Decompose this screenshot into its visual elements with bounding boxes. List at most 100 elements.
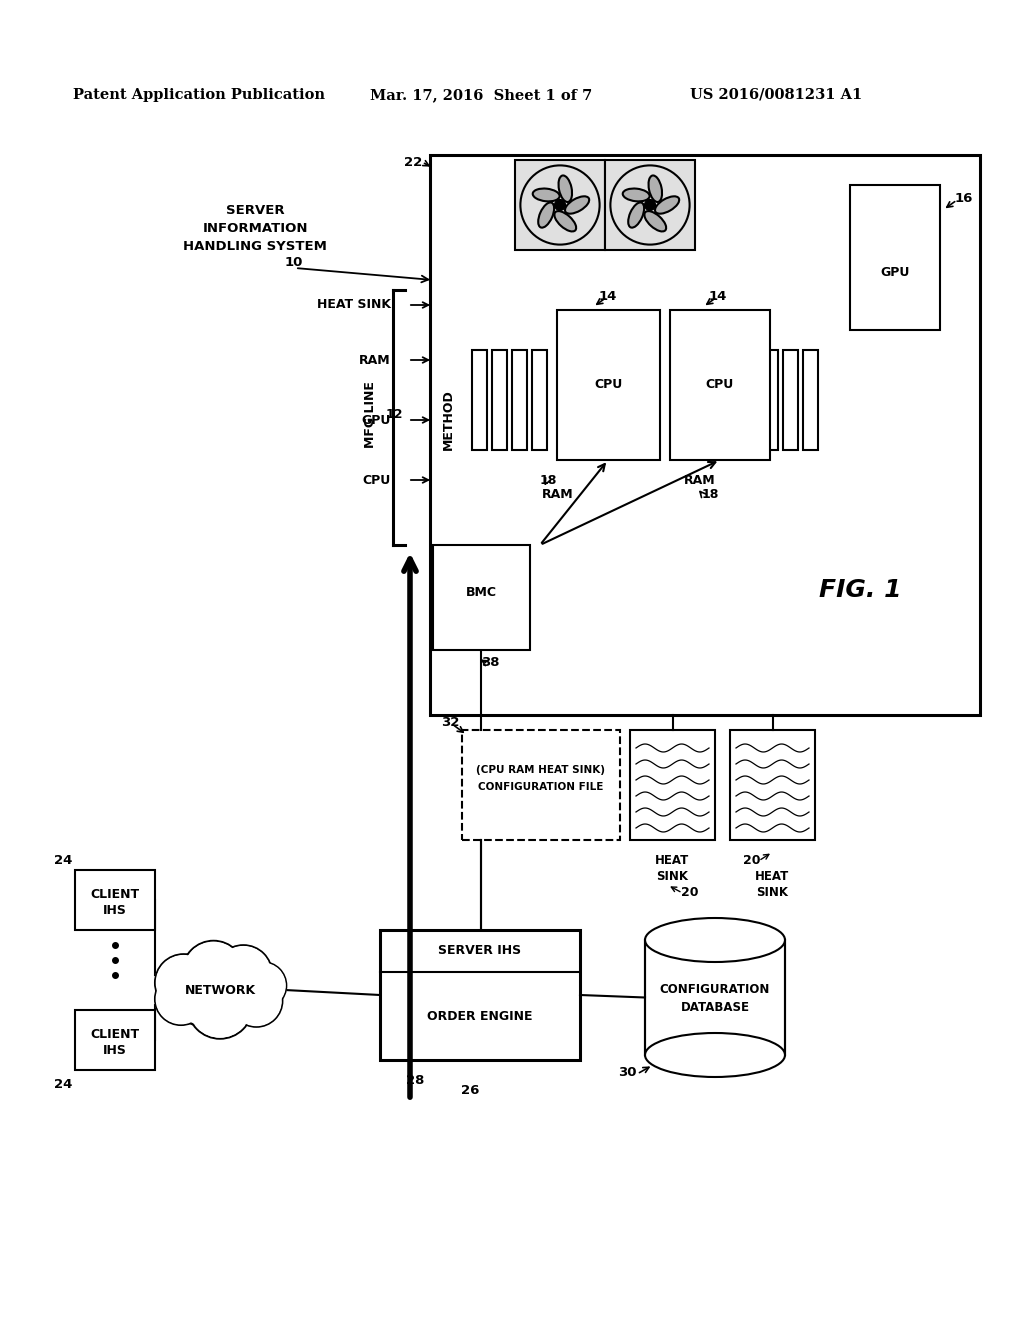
Text: CPU: CPU: [594, 379, 623, 392]
Text: Patent Application Publication: Patent Application Publication: [73, 88, 325, 102]
Text: RAM: RAM: [684, 474, 716, 487]
Text: CONFIGURATION: CONFIGURATION: [659, 983, 770, 997]
Bar: [380, 931, 580, 1060]
Text: METHOD: METHOD: [441, 389, 455, 450]
Text: Mar. 17, 2016  Sheet 1 of 7: Mar. 17, 2016 Sheet 1 of 7: [370, 88, 592, 102]
Text: 20: 20: [681, 886, 698, 899]
Circle shape: [157, 974, 206, 1024]
Bar: [630, 730, 715, 840]
Circle shape: [168, 949, 246, 1027]
Text: 10: 10: [285, 256, 303, 269]
Ellipse shape: [565, 197, 589, 214]
Text: US 2016/0081231 A1: US 2016/0081231 A1: [690, 88, 862, 102]
Circle shape: [215, 945, 272, 1002]
Text: HANDLING SYSTEM: HANDLING SYSTEM: [183, 239, 327, 252]
Text: ORDER ENGINE: ORDER ENGINE: [427, 1010, 532, 1023]
Bar: [430, 154, 980, 715]
Circle shape: [157, 956, 211, 1010]
Text: NETWORK: NETWORK: [184, 983, 256, 997]
Bar: [783, 350, 798, 450]
Text: GPU: GPU: [361, 413, 391, 426]
Ellipse shape: [644, 211, 667, 231]
Text: CPU: CPU: [706, 379, 734, 392]
Text: HEAT SINK: HEAT SINK: [317, 298, 391, 312]
Circle shape: [230, 974, 283, 1027]
Circle shape: [240, 962, 287, 1008]
Bar: [850, 185, 940, 330]
Bar: [462, 730, 620, 840]
Text: 24: 24: [54, 1078, 72, 1092]
Text: 14: 14: [599, 289, 617, 302]
Text: INFORMATION: INFORMATION: [203, 222, 308, 235]
Circle shape: [216, 946, 270, 1001]
Circle shape: [555, 199, 565, 210]
Bar: [743, 350, 758, 450]
Circle shape: [231, 975, 282, 1026]
Text: CPU: CPU: [362, 474, 391, 487]
Circle shape: [644, 199, 655, 210]
Ellipse shape: [539, 202, 554, 227]
Ellipse shape: [655, 197, 679, 214]
Bar: [763, 350, 778, 450]
Text: 18: 18: [701, 488, 719, 502]
Bar: [670, 310, 770, 459]
Text: (CPU RAM HEAT SINK): (CPU RAM HEAT SINK): [476, 766, 605, 775]
Ellipse shape: [623, 189, 649, 202]
Circle shape: [189, 975, 251, 1038]
Text: SINK: SINK: [757, 887, 788, 899]
Text: GPU: GPU: [881, 267, 909, 279]
Bar: [492, 350, 507, 450]
Text: IHS: IHS: [103, 1044, 127, 1056]
Bar: [532, 350, 547, 450]
Bar: [557, 310, 660, 459]
Bar: [605, 160, 695, 249]
Bar: [512, 350, 527, 450]
Text: RAM: RAM: [359, 354, 391, 367]
Text: MFG LINE: MFG LINE: [364, 381, 377, 449]
Text: HEAT: HEAT: [655, 854, 689, 866]
Text: HEAT: HEAT: [756, 870, 790, 883]
Text: SERVER: SERVER: [225, 203, 285, 216]
Circle shape: [187, 974, 253, 1039]
Bar: [645, 940, 785, 1055]
Ellipse shape: [645, 1034, 785, 1077]
Text: 38: 38: [480, 656, 500, 669]
Ellipse shape: [532, 189, 559, 202]
Circle shape: [155, 973, 207, 1026]
Text: FIG. 1: FIG. 1: [819, 578, 901, 602]
Text: 22: 22: [403, 157, 422, 169]
Bar: [472, 350, 487, 450]
Text: IHS: IHS: [103, 903, 127, 916]
Text: SERVER IHS: SERVER IHS: [438, 945, 521, 957]
Ellipse shape: [558, 176, 572, 202]
Bar: [75, 870, 155, 931]
Text: CONFIGURATION FILE: CONFIGURATION FILE: [478, 781, 604, 792]
Text: CLIENT: CLIENT: [90, 888, 139, 902]
Text: 28: 28: [406, 1073, 424, 1086]
Ellipse shape: [645, 917, 785, 962]
Text: 32: 32: [440, 715, 459, 729]
Circle shape: [184, 942, 243, 1002]
Bar: [75, 1010, 155, 1071]
Circle shape: [241, 964, 285, 1007]
Text: SINK: SINK: [656, 870, 688, 883]
Ellipse shape: [648, 176, 663, 202]
Text: DATABASE: DATABASE: [681, 1001, 750, 1014]
Text: 18: 18: [540, 474, 557, 487]
Ellipse shape: [628, 202, 644, 227]
Ellipse shape: [554, 211, 577, 231]
Bar: [515, 160, 605, 249]
Text: RAM: RAM: [542, 488, 573, 502]
Text: 14: 14: [709, 289, 727, 302]
Bar: [433, 545, 530, 649]
Text: 12: 12: [386, 408, 403, 421]
Bar: [730, 730, 815, 840]
Text: 16: 16: [955, 191, 974, 205]
Bar: [803, 350, 818, 450]
Circle shape: [170, 952, 244, 1026]
Text: BMC: BMC: [466, 586, 497, 599]
Text: 30: 30: [617, 1067, 636, 1080]
Text: CLIENT: CLIENT: [90, 1028, 139, 1041]
Text: 20: 20: [743, 854, 761, 866]
Text: 24: 24: [54, 854, 72, 866]
